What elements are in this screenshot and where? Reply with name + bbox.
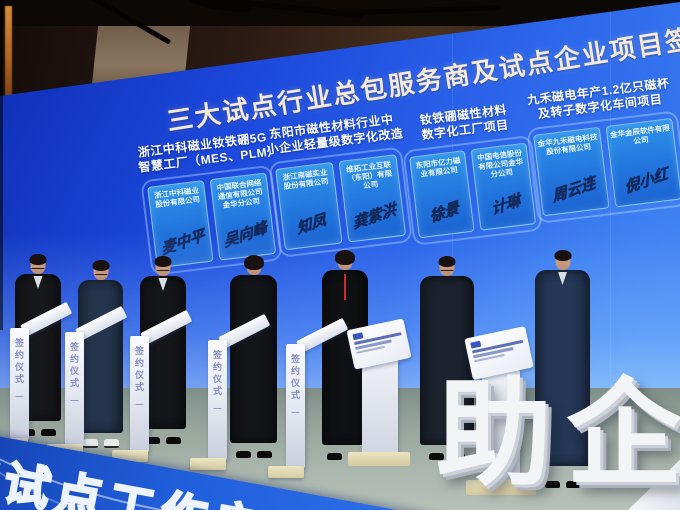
person-hair xyxy=(554,250,571,261)
foreground-3d-characters: 助企 xyxy=(436,369,680,499)
signature-box: 中国电信股份有限公司金华分公司 计琳 xyxy=(470,142,537,231)
person-sneakers xyxy=(82,439,119,448)
podium-dash: — xyxy=(135,400,144,409)
project-group-3: 钕铁硼磁性材料 数字化工厂项目 东阳市亿力磁业有限公司 徐景 中国电信股份有限公… xyxy=(398,100,543,247)
podium-column xyxy=(362,358,398,454)
podium-dash: — xyxy=(291,408,300,417)
person-hair xyxy=(92,260,109,271)
person-hair xyxy=(243,255,264,270)
podium-label: 签约仪式 xyxy=(134,346,144,394)
podium-label: 签约仪式 xyxy=(14,338,24,386)
company-name: 金华金辰软件有限公司 xyxy=(609,123,671,146)
podium-column: 签约仪式 — xyxy=(65,332,84,446)
podium-base xyxy=(268,466,304,478)
glasses-icon xyxy=(94,270,107,275)
glasses-icon xyxy=(156,266,170,271)
signature: 徐景 xyxy=(428,199,460,227)
glasses-icon xyxy=(31,264,45,269)
event-logo-icon xyxy=(470,340,482,349)
person-shirt xyxy=(158,278,168,291)
company-name: 维拓工业互联（东阳）有限公司 xyxy=(345,159,393,191)
project-group-4: 九禾磁电年产1.2亿只磁杯 及转子数字化车间项目 金华九禾磁电科技股份有限公司 … xyxy=(522,75,680,225)
person-hair xyxy=(335,250,355,265)
podium-dash: — xyxy=(70,396,79,405)
person-hair xyxy=(154,256,172,267)
podium-column: 签约仪式 — xyxy=(208,340,227,460)
person-shirt xyxy=(33,276,43,289)
signature: 周云连 xyxy=(550,174,597,206)
signature: 倪小红 xyxy=(623,165,669,197)
podium-base xyxy=(348,452,410,466)
person-man-4 xyxy=(420,256,474,460)
person-hair xyxy=(29,254,47,265)
person-woman-1 xyxy=(230,255,277,458)
podium-column xyxy=(482,370,520,482)
person-shoes xyxy=(235,451,272,458)
signature-box: 维拓工业互联（东阳）有限公司 龚紫洪 xyxy=(338,154,407,243)
company-name: 金华九禾磁电科技股份有限公司 xyxy=(537,132,598,157)
company-name: 中国联合网络通信有限公司金华分公司 xyxy=(216,178,264,210)
signature-box: 东阳市亿力磁业有限公司 徐景 xyxy=(409,150,475,239)
podium-label: 签约仪式 xyxy=(290,354,300,402)
podium-dash: — xyxy=(213,404,222,413)
screen-seam xyxy=(610,2,611,398)
event-logo-icon xyxy=(352,332,364,341)
podium-label: 签约仪式 xyxy=(69,342,79,390)
signature-box: 金华九禾磁电科技股份有限公司 周云连 xyxy=(533,126,610,217)
orange-light-strip xyxy=(5,6,12,106)
person-man-2 xyxy=(78,260,123,448)
company-name: 浙江中科磁业股份有限公司 xyxy=(153,185,201,210)
podium-column: 签约仪式 — xyxy=(10,328,29,440)
glasses-icon xyxy=(440,266,454,271)
person-man-5 xyxy=(535,250,590,488)
podium-dash: — xyxy=(15,392,24,401)
person-torso xyxy=(535,270,590,466)
person-shirt xyxy=(558,272,567,285)
person-shoes xyxy=(429,453,465,460)
company-name: 中国电信股份有限公司金华分公司 xyxy=(476,148,524,180)
podium-column: 签约仪式 — xyxy=(130,336,149,452)
company-name: 东阳市亿力磁业有限公司 xyxy=(415,155,461,179)
podium-base xyxy=(466,480,536,495)
photo-left-edge-shadow xyxy=(0,0,3,330)
signature: 计琳 xyxy=(490,191,522,219)
red-lanyard xyxy=(344,274,346,300)
company-name: 浙江南磁实业股份有限公司 xyxy=(282,167,329,191)
signature-box-pair: 金华九禾磁电科技股份有限公司 周云连 金华金辰软件有限公司 倪小红 xyxy=(526,110,680,225)
person-shoes xyxy=(145,437,181,444)
podium-base xyxy=(190,458,226,470)
signature-box: 金华金辰软件有限公司 倪小红 xyxy=(605,117,680,208)
person-torso xyxy=(230,275,277,443)
podium-label: 签约仪式 xyxy=(212,350,222,398)
signature: 龚紫洪 xyxy=(352,200,398,233)
person-torso xyxy=(78,280,123,433)
person-hair xyxy=(438,256,456,267)
podium-column: 签约仪式 — xyxy=(286,344,305,468)
signature-box-pair: 东阳市亿力磁业有限公司 徐景 中国电信股份有限公司金华分公司 计琳 xyxy=(402,134,543,247)
person-shoes xyxy=(544,481,581,488)
person-torso xyxy=(420,276,474,445)
